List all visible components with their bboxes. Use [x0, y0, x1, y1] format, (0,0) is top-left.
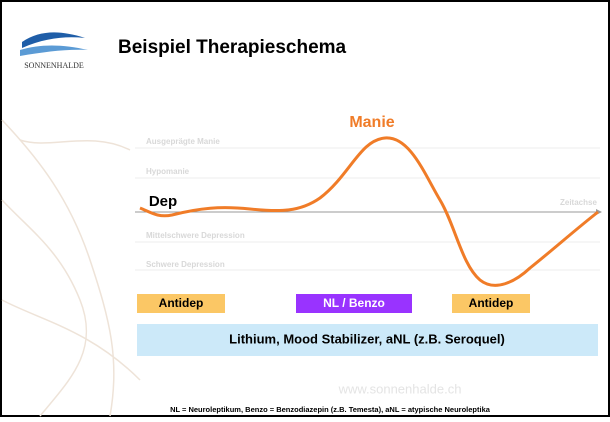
- level-label: Hypomanie: [146, 167, 190, 176]
- peak-label: Manie: [349, 114, 394, 131]
- level-label: Mittelschwere Depression: [146, 231, 245, 240]
- base-label: Lithium, Mood Stabilizer, aNL (z.B. Sero…: [229, 331, 505, 346]
- slide: SONNENHALDE Beispiel Therapieschema Ausg…: [0, 0, 610, 417]
- start-label: Dep: [149, 193, 177, 210]
- therapy-label: Antidep: [159, 296, 204, 310]
- axis-label: Zeitachse: [560, 198, 597, 207]
- therapy-label: Antidep: [469, 296, 514, 310]
- therapy-label: NL / Benzo: [323, 296, 385, 310]
- logo-text: SONNENHALDE: [24, 61, 84, 70]
- watermark: www.sonnenhalde.ch: [338, 381, 462, 396]
- level-label: Schwere Depression: [146, 260, 225, 269]
- title: Beispiel Therapieschema: [118, 37, 347, 58]
- footnote: NL = Neuroleptikum, Benzo = Benzodiazepi…: [170, 405, 491, 414]
- level-label: Ausgeprägte Manie: [146, 137, 220, 146]
